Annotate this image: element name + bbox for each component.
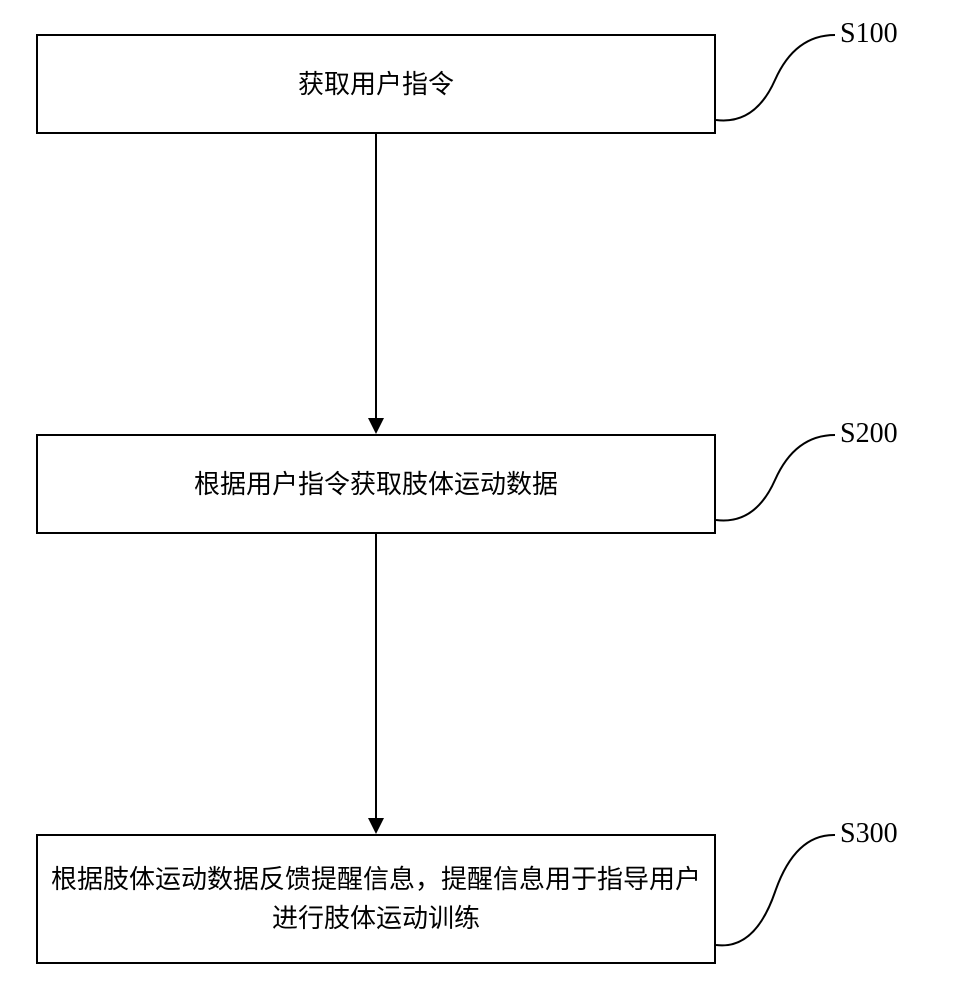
label-connector-s300 xyxy=(0,0,972,1000)
